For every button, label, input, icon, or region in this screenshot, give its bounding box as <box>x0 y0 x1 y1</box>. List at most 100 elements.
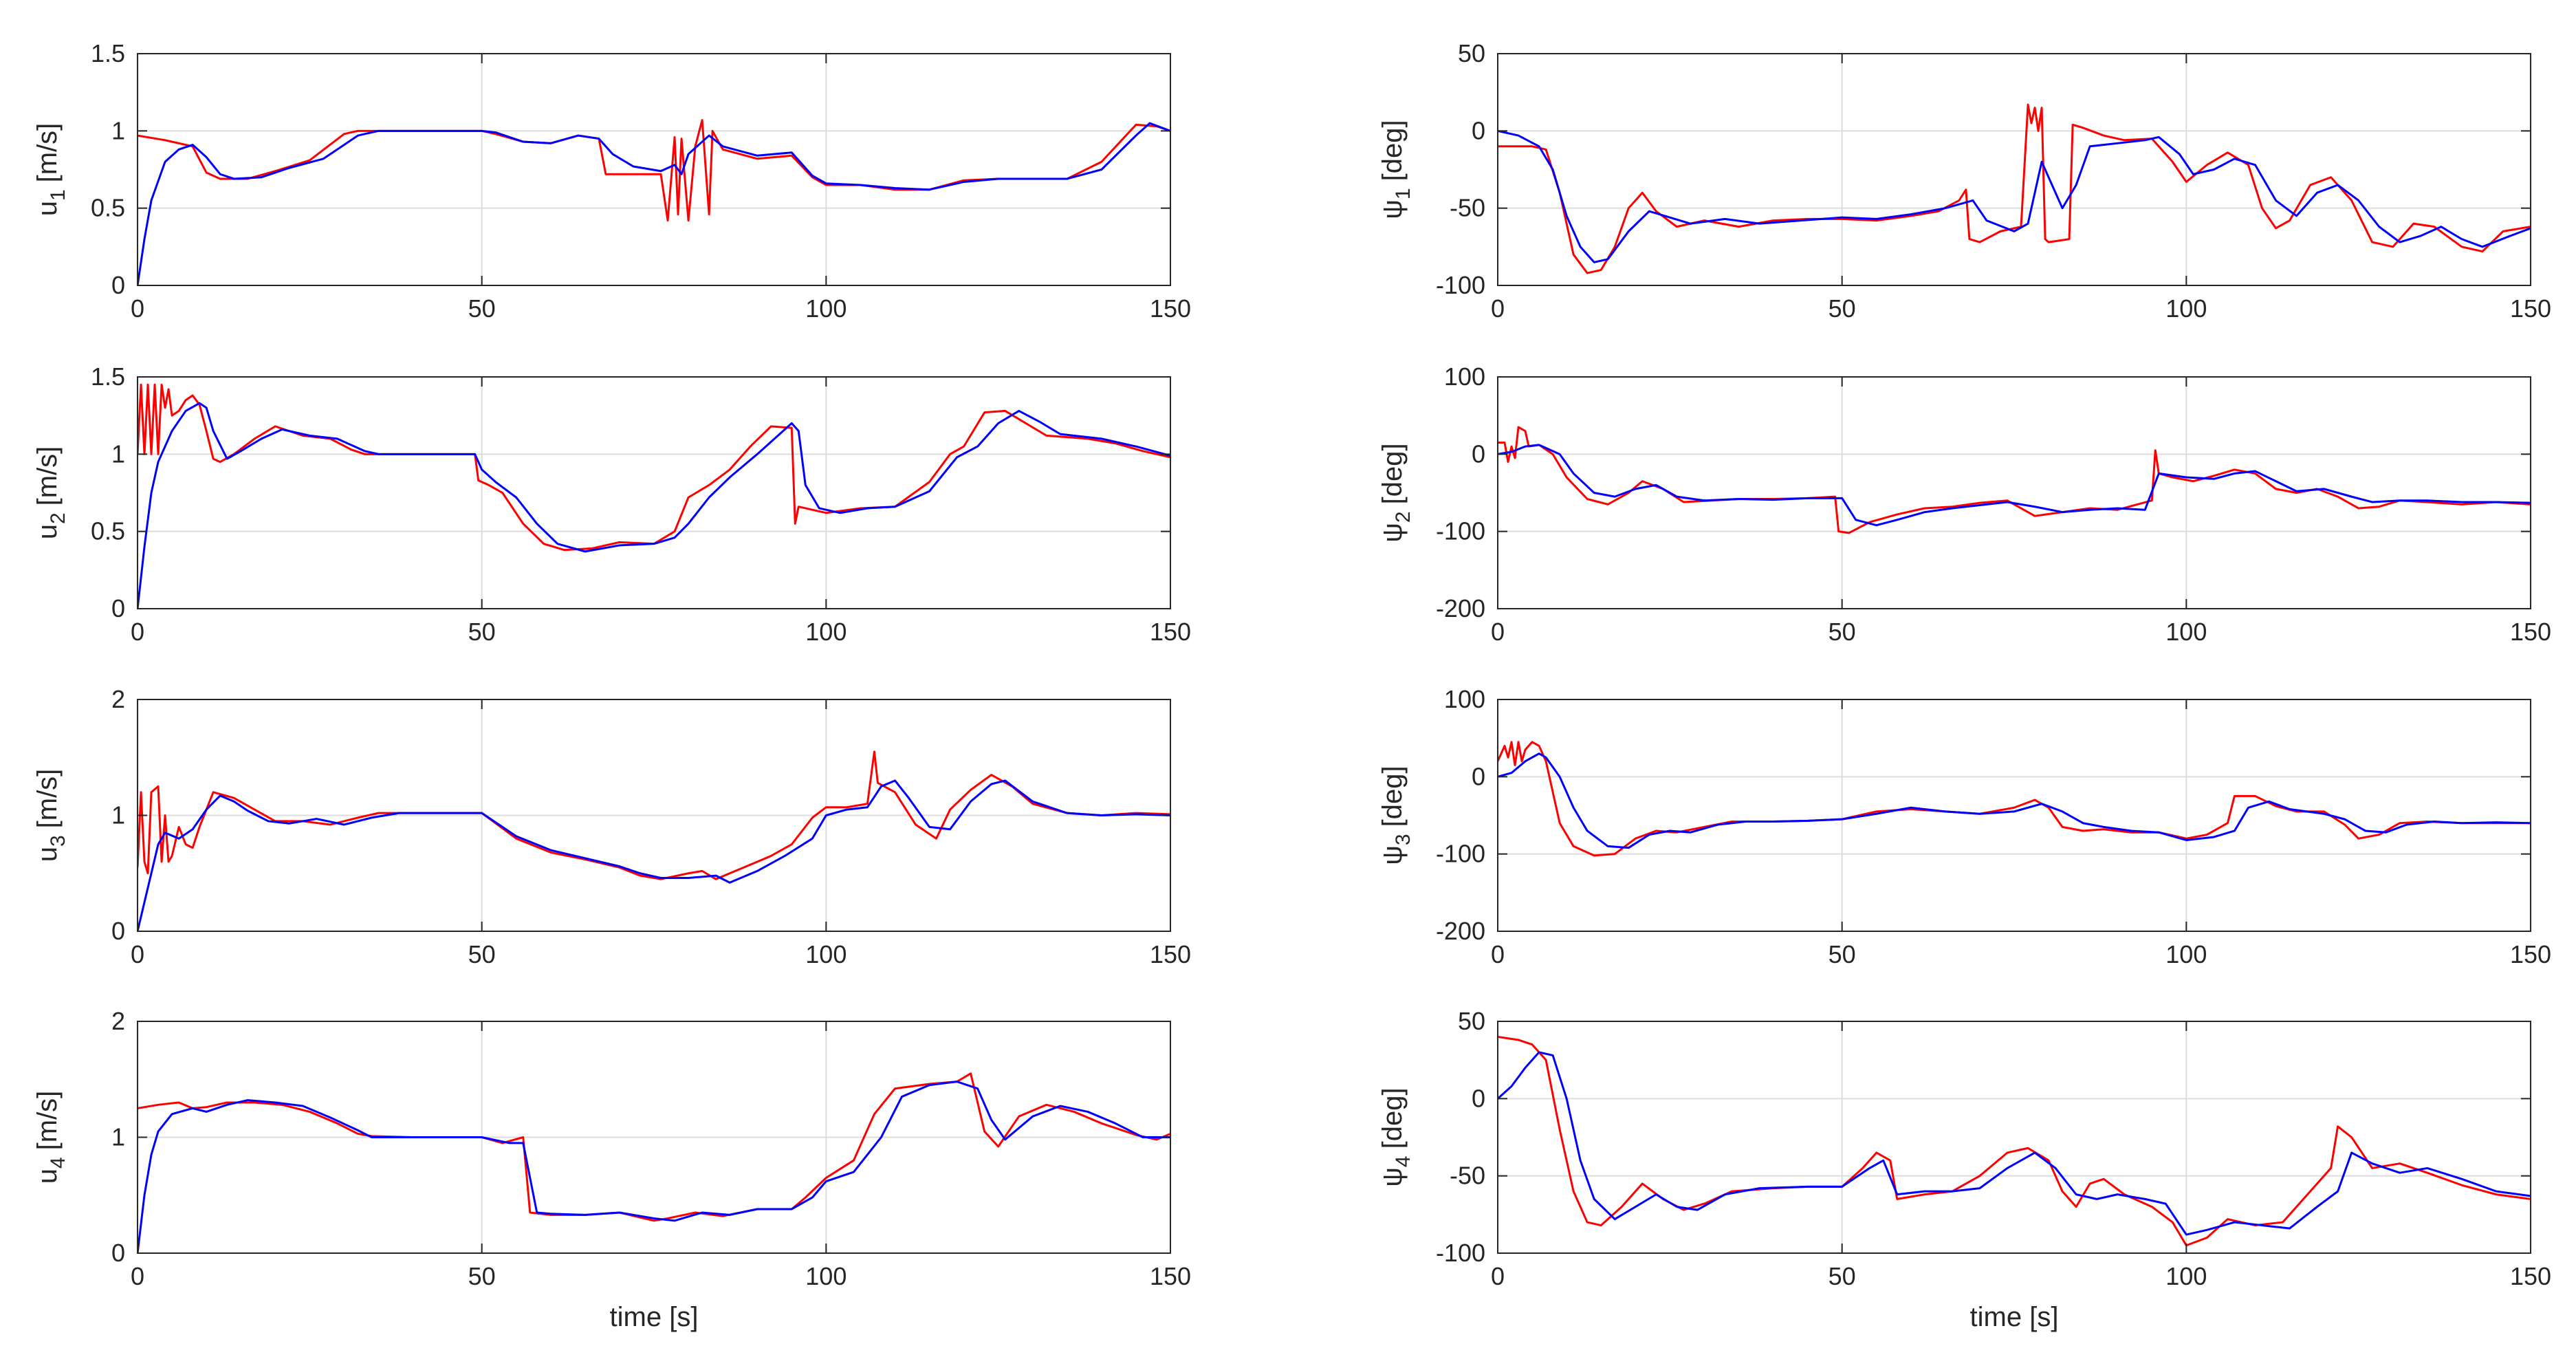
series-line-actual <box>1498 1051 2531 1236</box>
y-tick-label: 1.5 <box>91 39 125 67</box>
series-line-actual <box>138 122 1170 285</box>
x-tick-label: 0 <box>1491 1262 1505 1290</box>
y-axis-unit: [deg] <box>1377 120 1408 181</box>
y-axis-label: u4 [m/s] <box>32 1091 69 1184</box>
x-tick-label: 100 <box>2165 618 2207 646</box>
y-tick-label: 50 <box>1458 39 1485 67</box>
y-tick-label: 1 <box>111 1123 125 1151</box>
series-line-actual <box>1498 752 2531 849</box>
y-tick-label: 1 <box>111 116 125 144</box>
x-tick-label: 150 <box>1150 294 1191 323</box>
x-tick-label: 50 <box>468 1262 496 1290</box>
y-tick-label: 1 <box>111 801 125 829</box>
y-axis-subscript: 2 <box>47 512 69 524</box>
x-tick-label: 0 <box>131 1262 144 1290</box>
y-tick-label: -100 <box>1436 840 1485 868</box>
y-tick-label: 100 <box>1444 362 1485 391</box>
y-axis-label: u2 [m/s] <box>32 446 69 540</box>
y-axis-unit: [m/s] <box>32 769 63 829</box>
plot-area <box>1497 53 2531 286</box>
y-axis-label: u1 [m/s] <box>32 123 69 217</box>
x-tick-label: 150 <box>2510 940 2551 968</box>
series-line-reference <box>138 1072 1170 1222</box>
y-tick-label: 0 <box>1472 762 1485 790</box>
x-axis-label: time [s] <box>1970 1302 2059 1332</box>
axes-border <box>1497 376 2531 609</box>
y-axis-label: u3 [m/s] <box>32 769 69 862</box>
y-axis-subscript: 4 <box>47 1157 69 1169</box>
y-axis-label: ψ4 [deg] <box>1377 1087 1415 1186</box>
y-tick-label: 0 <box>111 1239 125 1267</box>
y-tick-label: 0 <box>1472 439 1485 468</box>
x-tick-label: 150 <box>1150 940 1191 968</box>
axes-border <box>1497 699 2531 932</box>
x-tick-label: 100 <box>805 294 847 323</box>
series-line-actual <box>138 1081 1170 1253</box>
y-axis-unit: [deg] <box>1377 766 1408 827</box>
y-tick-label: 2 <box>111 1007 125 1035</box>
x-tick-label: 50 <box>468 940 496 968</box>
y-tick-label: 0 <box>111 594 125 622</box>
y-tick-label: 100 <box>1444 685 1485 713</box>
subplot-psi4: 0 50 100 150 -100 -50 0 50 ψ4 [deg] time [s] <box>1377 1007 2551 1332</box>
y-axis-label: ψ2 [deg] <box>1377 443 1415 542</box>
x-tick-label: 0 <box>1491 940 1505 968</box>
x-tick-label: 50 <box>468 618 496 646</box>
y-tick-label: 1.5 <box>91 362 125 391</box>
x-tick-label: 100 <box>2165 294 2207 323</box>
y-axis-subscript: 3 <box>47 835 69 847</box>
subplot-u4: 0 50 100 150 0 1 2 u4 [m/s] time [s] <box>32 1007 1191 1332</box>
y-axis-label: ψ1 [deg] <box>1377 120 1415 219</box>
subplot-psi1: 0 50 100 150 -100 -50 0 50 ψ1 [deg] <box>1377 39 2551 323</box>
x-tick-label: 100 <box>2165 1262 2207 1290</box>
x-tick-label: 50 <box>468 294 496 323</box>
y-axis-unit: [m/s] <box>32 123 63 183</box>
y-tick-label: 0 <box>1472 116 1485 144</box>
y-axis-label: ψ3 [deg] <box>1377 766 1415 865</box>
x-tick-label: 150 <box>1150 1262 1191 1290</box>
plot-area <box>1497 376 2531 609</box>
x-tick-label: 50 <box>1829 940 1856 968</box>
x-tick-label: 50 <box>1829 294 1856 323</box>
x-tick-label: 0 <box>131 940 144 968</box>
x-tick-label: 150 <box>1150 618 1191 646</box>
y-tick-label: -100 <box>1436 517 1485 545</box>
y-tick-label: 0 <box>111 271 125 299</box>
x-axis-label: time [s] <box>610 1302 699 1332</box>
y-tick-label: 0 <box>111 917 125 945</box>
y-axis-symbol: u <box>32 847 63 862</box>
x-tick-label: 100 <box>805 940 847 968</box>
series-line-actual <box>1498 129 2531 263</box>
x-tick-label: 50 <box>1829 1262 1856 1290</box>
plot-area <box>137 376 1171 609</box>
x-tick-label: 0 <box>131 618 144 646</box>
x-tick-label: 100 <box>2165 940 2207 968</box>
y-tick-label: -50 <box>1450 194 1485 222</box>
x-tick-label: 150 <box>2510 1262 2551 1290</box>
x-tick-label: 0 <box>131 294 144 323</box>
x-tick-label: 150 <box>2510 294 2551 323</box>
y-tick-label: 50 <box>1458 1007 1485 1035</box>
y-axis-symbol: u <box>32 201 63 216</box>
x-tick-label: 100 <box>805 1262 847 1290</box>
axes-border <box>1497 1021 2531 1254</box>
y-axis-subscript: 2 <box>1392 511 1415 523</box>
y-axis-symbol: u <box>32 524 63 539</box>
y-tick-label: -200 <box>1436 917 1485 945</box>
x-tick-label: 50 <box>1829 618 1856 646</box>
axes-border <box>137 53 1171 286</box>
y-tick-label: 0.5 <box>91 517 125 545</box>
y-axis-unit: [m/s] <box>32 446 63 506</box>
y-axis-subscript: 3 <box>1392 834 1415 845</box>
subplot-u2: 0 50 100 150 0 0.5 1 1.5 u2 [m/s] <box>32 362 1191 646</box>
y-tick-label: -50 <box>1450 1162 1485 1190</box>
x-tick-label: 150 <box>2510 618 2551 646</box>
x-tick-label: 100 <box>805 618 847 646</box>
y-axis-unit: [deg] <box>1377 1087 1408 1149</box>
axes-border <box>1497 53 2531 286</box>
y-axis-symbol: ψ <box>1377 1167 1408 1187</box>
y-axis-subscript: 1 <box>1392 188 1415 199</box>
x-tick-label: 0 <box>1491 618 1505 646</box>
